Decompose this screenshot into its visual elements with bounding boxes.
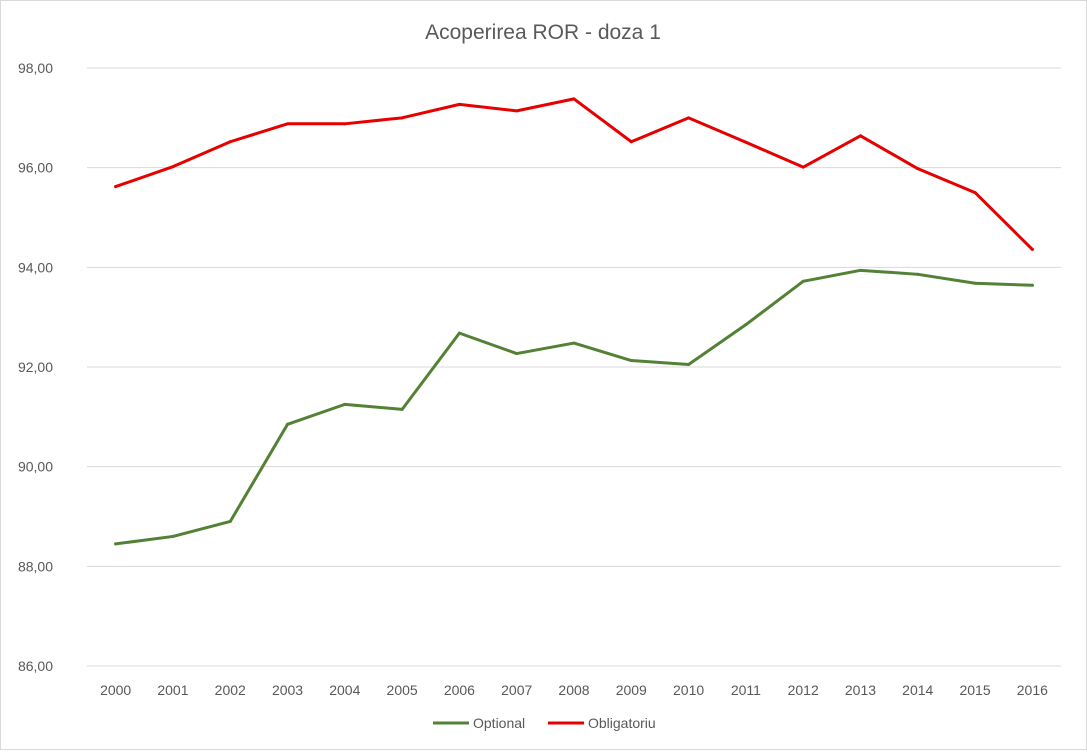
x-tick-label: 2005 xyxy=(387,682,418,698)
data-point-optional xyxy=(515,352,519,356)
x-tick-label: 2013 xyxy=(845,682,876,698)
legend-label-optional: Optional xyxy=(473,715,525,731)
y-tick-label: 90,00 xyxy=(18,459,53,475)
data-point-obligatoriu xyxy=(687,116,691,120)
y-tick-label: 98,00 xyxy=(18,60,53,76)
data-point-optional xyxy=(973,281,977,285)
data-point-optional xyxy=(801,279,805,283)
x-tick-label: 2014 xyxy=(902,682,933,698)
data-point-obligatoriu xyxy=(228,140,232,144)
legend-label-obligatoriu: Obligatoriu xyxy=(588,715,656,731)
data-point-optional xyxy=(572,341,576,345)
data-point-optional xyxy=(744,323,748,327)
y-tick-label: 94,00 xyxy=(18,259,53,275)
x-tick-label: 2007 xyxy=(501,682,532,698)
x-tick-label: 2001 xyxy=(157,682,188,698)
data-point-obligatoriu xyxy=(973,191,977,195)
x-tick-label: 2006 xyxy=(444,682,475,698)
x-tick-label: 2000 xyxy=(100,682,131,698)
data-point-optional xyxy=(858,268,862,272)
data-point-obligatoriu xyxy=(1030,247,1034,251)
data-point-optional xyxy=(343,402,347,406)
data-point-optional xyxy=(171,534,175,538)
data-point-obligatoriu xyxy=(858,134,862,138)
data-point-obligatoriu xyxy=(572,97,576,101)
series-lines xyxy=(114,97,1034,546)
x-tick-label: 2011 xyxy=(731,682,761,698)
y-tick-label: 92,00 xyxy=(18,359,53,375)
data-point-obligatoriu xyxy=(801,165,805,169)
data-point-obligatoriu xyxy=(114,185,118,189)
series-line-optional xyxy=(114,268,1034,546)
x-axis: 2000 2001 2002 2003 2004 2005 2006 2007 2008 2009… xyxy=(100,682,1048,698)
x-tick-label: 2002 xyxy=(215,682,246,698)
x-tick-label: 2010 xyxy=(673,682,704,698)
data-point-obligatoriu xyxy=(515,109,519,113)
data-point-obligatoriu xyxy=(629,140,633,144)
x-tick-label: 2003 xyxy=(272,682,303,698)
data-point-optional xyxy=(916,272,920,276)
data-point-optional xyxy=(1030,283,1034,287)
series-line-obligatoriu xyxy=(114,97,1034,251)
data-point-obligatoriu xyxy=(343,122,347,126)
data-point-obligatoriu xyxy=(457,102,461,106)
x-tick-label: 2004 xyxy=(329,682,360,698)
x-tick-label: 2016 xyxy=(1017,682,1048,698)
data-point-optional xyxy=(629,359,633,363)
data-point-optional xyxy=(114,542,118,546)
gridlines xyxy=(87,67,1061,667)
data-point-obligatoriu xyxy=(400,116,404,120)
data-point-obligatoriu xyxy=(171,165,175,169)
y-tick-label: 96,00 xyxy=(18,160,53,176)
x-tick-label: 2009 xyxy=(616,682,647,698)
data-point-optional xyxy=(228,519,232,523)
x-tick-label: 2012 xyxy=(788,682,819,698)
data-point-obligatoriu xyxy=(916,167,920,171)
y-tick-label: 88,00 xyxy=(18,558,53,574)
legend: Optional Obligatoriu xyxy=(433,715,656,731)
data-point-optional xyxy=(457,331,461,335)
x-tick-label: 2008 xyxy=(558,682,589,698)
data-point-optional xyxy=(687,363,691,367)
data-point-optional xyxy=(286,422,290,426)
data-point-optional xyxy=(400,407,404,411)
chart-title: Acoperirea ROR - doza 1 xyxy=(425,21,661,44)
y-tick-label: 86,00 xyxy=(18,658,53,674)
data-point-obligatoriu xyxy=(286,122,290,126)
x-tick-label: 2015 xyxy=(959,682,990,698)
data-point-obligatoriu xyxy=(744,140,748,144)
y-axis: 86,00 88,00 90,00 92,00 94,00 96,00 98,00 xyxy=(18,60,53,674)
